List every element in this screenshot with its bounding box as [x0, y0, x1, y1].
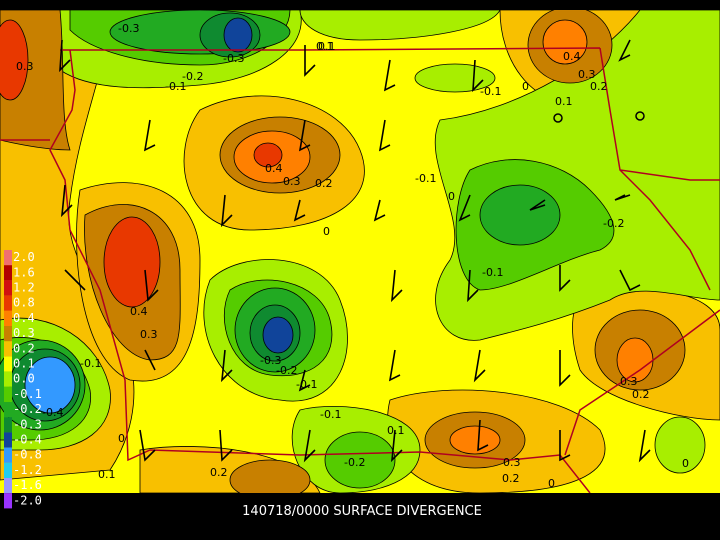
contour-label: 0.3	[283, 175, 301, 188]
contour-label: 0.1	[316, 40, 334, 53]
contour-label: 0	[448, 190, 455, 203]
contour-label: 0.3	[16, 60, 34, 73]
contour-label: 0.3	[503, 456, 521, 469]
map-title: 140718/0000 SURFACE DIVERGENCE	[242, 504, 482, 519]
legend-swatch	[4, 356, 12, 372]
legend-swatch	[4, 371, 12, 387]
field-region	[223, 17, 253, 53]
legend-label: 0.8	[13, 296, 35, 310]
field-region	[324, 431, 396, 489]
field-region	[449, 425, 501, 455]
field-region	[262, 316, 294, 354]
legend-swatch	[4, 447, 12, 463]
legend-label: 0.3	[13, 326, 35, 340]
station-calm	[553, 113, 563, 123]
legend-label: -2.0	[13, 493, 42, 507]
legend-swatch	[4, 493, 12, 509]
contour-label: 0.2	[315, 177, 333, 190]
contour-label: 0.4	[563, 50, 581, 63]
contour-label: 0.4	[130, 305, 148, 318]
legend-swatch	[4, 280, 12, 296]
contour-label: 0.1	[555, 95, 573, 108]
legend-label: 2.0	[13, 250, 35, 264]
legend-label: -0.8	[13, 448, 42, 462]
legend-swatch	[4, 326, 12, 342]
contour-label: -0.3	[223, 52, 244, 65]
contour-label: 0.3	[140, 328, 158, 341]
field-region	[253, 142, 283, 168]
legend-label: -1.6	[13, 478, 42, 492]
field-region	[229, 459, 311, 493]
legend-label: -1.2	[13, 463, 42, 477]
contour-label: 0.3	[578, 68, 596, 81]
contour-label: 0	[548, 477, 555, 490]
legend-label: 1.6	[13, 265, 35, 279]
contour-label: 0.1	[98, 468, 116, 481]
contour-label: -0.4	[42, 406, 63, 419]
legend-label: 1.2	[13, 281, 35, 295]
contour-label: 0.1	[318, 40, 336, 53]
legend-label: 0.0	[13, 372, 35, 386]
legend-label: -0.3	[13, 417, 42, 431]
contour-label: -0.3	[260, 354, 281, 367]
contour-label: -0.1	[80, 357, 101, 370]
legend-swatch	[4, 402, 12, 418]
field-region	[299, 10, 501, 41]
contour-label: 0.2	[632, 388, 650, 401]
contour-label: 0	[522, 80, 529, 93]
legend-swatch	[4, 417, 12, 433]
field-region	[24, 356, 76, 414]
field-region	[479, 184, 561, 246]
legend-swatch	[4, 462, 12, 478]
contour-labels: -0.3-0.30.1-0.2-0.10.30.40.30.20.1-0.1 00…	[16, 22, 689, 490]
contour-label: 0.2	[502, 472, 520, 485]
legend-swatch	[4, 310, 12, 326]
legend-label: 0.4	[13, 311, 35, 325]
map: -0.3-0.30.1-0.2-0.10.30.40.30.20.1-0.1 00…	[0, 10, 720, 493]
contour-label: -0.2	[344, 456, 365, 469]
legend-swatch	[4, 478, 12, 494]
legend-swatch	[4, 295, 12, 311]
field-region	[0, 19, 29, 101]
legend-swatch	[4, 341, 12, 357]
contour-label: 0.2	[590, 80, 608, 93]
legend-swatch	[4, 265, 12, 281]
contour-label: 0.3	[620, 375, 638, 388]
contour-label: -0.2	[603, 217, 624, 230]
legend-swatch	[4, 250, 12, 266]
station-calm	[635, 111, 645, 121]
contour-label: -0.1	[296, 378, 317, 391]
contour-label: -0.1	[480, 85, 501, 98]
contour-label: 0	[682, 457, 689, 470]
contour-label: -0.2	[276, 364, 297, 377]
contour-label: 0.2	[210, 466, 228, 479]
contour-label: -0.1	[482, 266, 503, 279]
contour-label: -0.1	[320, 408, 341, 421]
legend-swatch	[4, 432, 12, 448]
contour-label: 0.1	[387, 424, 405, 437]
legend-label: 0.2	[13, 341, 35, 355]
contour-label: -0.3	[118, 22, 139, 35]
field-region	[103, 216, 161, 308]
wind-barb	[59, 39, 651, 463]
contour-label: 0	[118, 432, 125, 445]
legend-label: -0.2	[13, 402, 42, 416]
contour-label: -0.2	[182, 70, 203, 83]
legend-swatch	[4, 386, 12, 402]
field-region	[542, 19, 588, 65]
legend-label: -0.4	[13, 433, 42, 447]
contour-label: 0	[323, 225, 330, 238]
legend-label: -0.1	[13, 387, 42, 401]
field-region	[654, 416, 706, 474]
contour-label: 0.4	[265, 162, 283, 175]
color-legend: 2.01.6 1.20.80.40.30.2 0.10.0-0.1-0.2-0.3 -…	[4, 250, 42, 509]
legend-label: 0.1	[13, 357, 35, 371]
contour-label: -0.1	[415, 172, 436, 185]
state-border	[0, 47, 720, 493]
contour-label: -0.1	[165, 80, 186, 93]
